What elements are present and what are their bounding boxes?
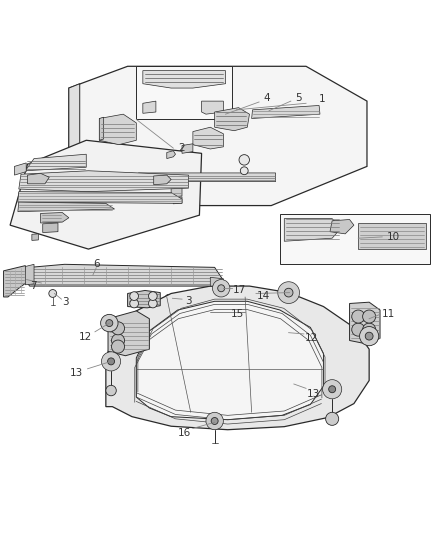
Polygon shape — [173, 197, 182, 204]
Circle shape — [106, 385, 116, 396]
Text: 15: 15 — [231, 309, 244, 319]
Polygon shape — [167, 151, 176, 158]
Polygon shape — [171, 187, 182, 197]
Polygon shape — [280, 214, 430, 264]
Circle shape — [112, 340, 124, 353]
Circle shape — [211, 417, 218, 424]
Text: 2: 2 — [179, 143, 185, 153]
Text: 4: 4 — [264, 93, 270, 103]
Text: 3: 3 — [185, 296, 192, 306]
Circle shape — [239, 155, 250, 165]
Circle shape — [165, 294, 173, 302]
Polygon shape — [210, 277, 223, 286]
Polygon shape — [136, 301, 323, 419]
Polygon shape — [18, 192, 182, 204]
Polygon shape — [99, 117, 104, 140]
Circle shape — [49, 289, 57, 297]
Circle shape — [102, 352, 120, 371]
Circle shape — [278, 282, 300, 303]
Text: 13: 13 — [307, 389, 321, 399]
Circle shape — [206, 413, 223, 430]
Circle shape — [101, 314, 118, 332]
Polygon shape — [215, 108, 250, 131]
Text: 1: 1 — [319, 94, 326, 104]
Text: 10: 10 — [386, 232, 399, 242]
Polygon shape — [25, 264, 34, 285]
Polygon shape — [25, 154, 86, 171]
Polygon shape — [154, 175, 171, 184]
Text: 6: 6 — [93, 259, 99, 269]
Polygon shape — [19, 171, 188, 192]
Polygon shape — [41, 213, 69, 223]
Polygon shape — [69, 66, 367, 206]
Circle shape — [130, 292, 138, 301]
Polygon shape — [252, 106, 320, 118]
Polygon shape — [136, 173, 276, 182]
Polygon shape — [69, 149, 125, 206]
Circle shape — [106, 320, 113, 327]
Text: 16: 16 — [177, 428, 191, 438]
Polygon shape — [193, 127, 223, 149]
Text: 7: 7 — [30, 281, 37, 291]
Circle shape — [240, 167, 248, 175]
Text: 12: 12 — [79, 332, 92, 342]
Text: 17: 17 — [233, 285, 247, 295]
Polygon shape — [4, 265, 28, 297]
Circle shape — [108, 358, 115, 365]
Text: 14: 14 — [257, 291, 270, 301]
Circle shape — [328, 386, 336, 393]
Polygon shape — [284, 219, 341, 241]
Circle shape — [148, 299, 157, 308]
Circle shape — [212, 279, 230, 297]
Polygon shape — [32, 234, 39, 240]
Circle shape — [130, 299, 138, 308]
Circle shape — [363, 310, 376, 323]
Circle shape — [360, 327, 379, 346]
Text: 5: 5 — [295, 93, 301, 103]
Circle shape — [284, 288, 293, 297]
Text: 11: 11 — [382, 309, 396, 319]
Circle shape — [365, 332, 373, 340]
Polygon shape — [136, 66, 232, 118]
Text: 13: 13 — [70, 368, 83, 378]
Polygon shape — [201, 101, 223, 114]
Circle shape — [352, 323, 365, 336]
Circle shape — [352, 310, 365, 323]
Circle shape — [112, 334, 124, 347]
Circle shape — [322, 379, 342, 399]
Circle shape — [325, 413, 339, 425]
Polygon shape — [143, 101, 156, 114]
Polygon shape — [43, 223, 58, 232]
Polygon shape — [108, 311, 149, 356]
Circle shape — [148, 292, 157, 301]
Polygon shape — [28, 173, 49, 184]
Polygon shape — [182, 144, 193, 154]
Circle shape — [112, 322, 124, 335]
Text: 12: 12 — [305, 333, 318, 343]
Circle shape — [218, 285, 225, 292]
Polygon shape — [18, 202, 115, 212]
Circle shape — [363, 323, 376, 336]
Polygon shape — [14, 163, 26, 175]
Polygon shape — [127, 290, 160, 308]
Polygon shape — [330, 220, 354, 234]
Polygon shape — [10, 140, 201, 249]
Polygon shape — [28, 264, 223, 286]
Polygon shape — [69, 84, 80, 154]
Polygon shape — [106, 286, 369, 430]
Text: 3: 3 — [63, 297, 69, 307]
Polygon shape — [99, 114, 136, 144]
Polygon shape — [358, 223, 426, 249]
Polygon shape — [350, 302, 380, 344]
Polygon shape — [143, 71, 226, 88]
